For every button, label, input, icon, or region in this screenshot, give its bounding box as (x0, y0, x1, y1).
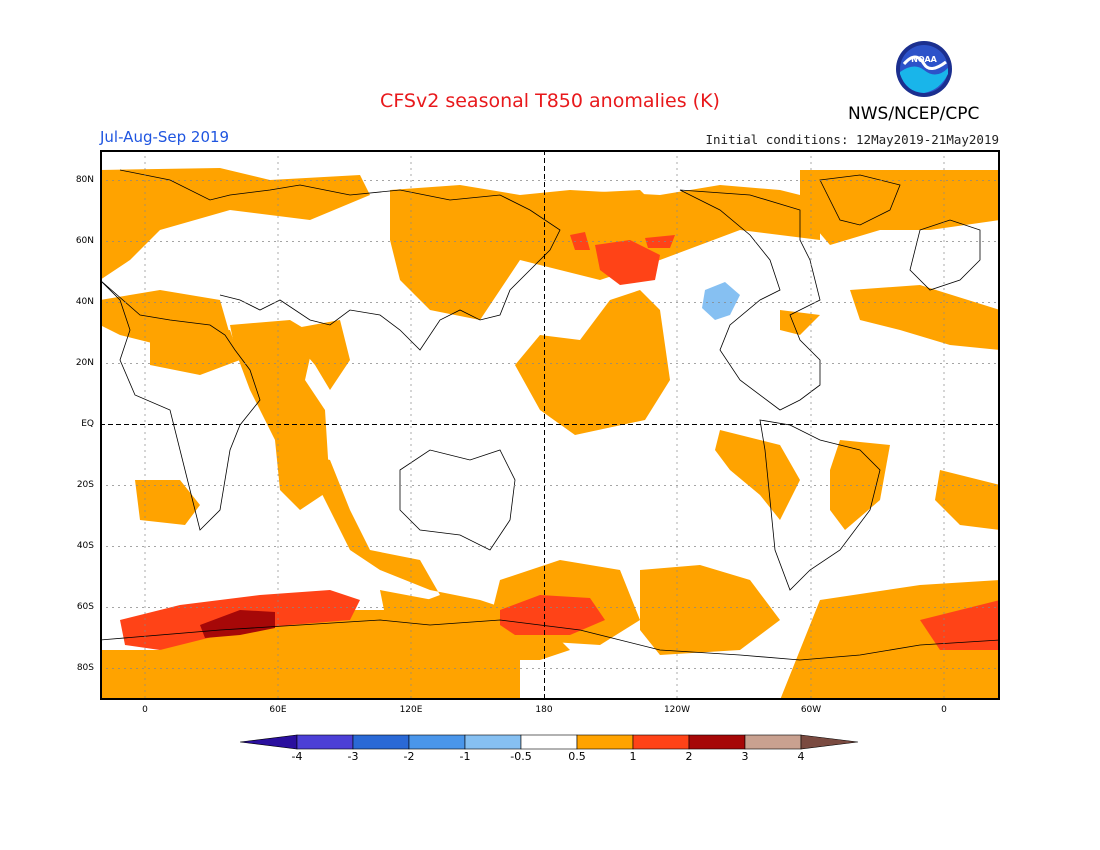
lon-label-120w: 120W (663, 705, 691, 715)
lon-label-120e: 120E (399, 705, 423, 715)
anomaly-fill-darkred (200, 610, 275, 638)
lon-label-0: 0 (142, 705, 148, 715)
colorbar-tick: -3 (347, 750, 359, 763)
lon-label-60w: 60W (800, 705, 822, 715)
lat-label-80s: 80S (76, 663, 94, 673)
colorbar-tick: 0.5 (568, 750, 586, 763)
anomaly-fill-blue (702, 282, 740, 320)
colorbar-swatch (464, 734, 522, 750)
colorbar-tick: -4 (291, 750, 303, 763)
colorbar-tick: -1 (459, 750, 471, 763)
colorbar-swatch (576, 734, 634, 750)
svg-text:NOAA: NOAA (911, 55, 937, 64)
lat-label-20s: 20S (76, 480, 94, 490)
initial-conditions: Initial conditions: 12May2019-21May2019 (705, 132, 1000, 147)
colorbar-swatch (632, 734, 690, 750)
graticule (100, 150, 1000, 700)
colorbar-tick: 1 (629, 750, 637, 763)
colorbar-swatch (744, 734, 802, 750)
lat-label-40s: 40S (76, 541, 94, 551)
colorbar-triangle-right (800, 734, 859, 750)
colorbar (240, 734, 859, 750)
chart-title: CFSv2 seasonal T850 anomalies (K) (380, 90, 720, 112)
lat-label-80n: 80N (75, 175, 94, 185)
organization-label: NWS/NCEP/CPC (848, 104, 980, 124)
colorbar-swatch (688, 734, 746, 750)
coastlines (100, 169, 1000, 661)
lat-label-40n: 40N (75, 297, 94, 307)
colorbar-triangle-left (240, 734, 298, 750)
lon-label-180: 180 (535, 705, 553, 715)
noaa-logo: NOAA (894, 40, 954, 102)
colorbar-tick: -2 (403, 750, 415, 763)
equator-dateline (100, 150, 1000, 700)
lat-label-60n: 60N (75, 236, 94, 246)
forecast-period: Jul-Aug-Sep 2019 (100, 128, 230, 146)
colorbar-swatch (520, 734, 578, 750)
colorbar-swatch (296, 734, 354, 750)
lat-label-eq: EQ (81, 419, 94, 429)
colorbar-tick: 2 (685, 750, 693, 763)
colorbar-tick: -0.5 (510, 750, 532, 763)
anomaly-map (100, 150, 1000, 700)
colorbar-tick: 3 (741, 750, 749, 763)
lon-label-60e: 60E (269, 705, 287, 715)
lat-label-60s: 60S (76, 602, 94, 612)
lat-label-20n: 20N (75, 358, 94, 368)
colorbar-swatch (352, 734, 410, 750)
colorbar-swatch (408, 734, 466, 750)
lon-label-0-right: 0 (941, 705, 947, 715)
colorbar-tick: 4 (797, 750, 805, 763)
